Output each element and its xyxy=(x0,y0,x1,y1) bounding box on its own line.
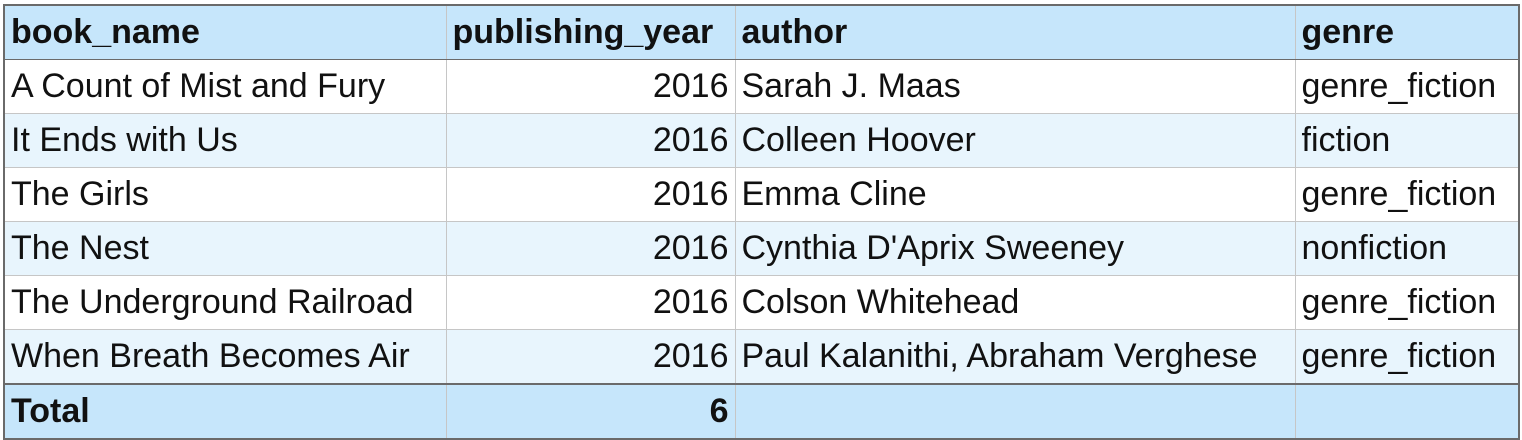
cell-publishing-year[interactable]: 2016 xyxy=(445,221,736,276)
table-row: The Nest 2016 Cynthia D'Aprix Sweeney no… xyxy=(3,221,1520,276)
cell-book-name[interactable]: The Girls xyxy=(3,167,447,222)
cell-genre[interactable]: genre_fiction xyxy=(1294,167,1520,222)
table-body: A Count of Mist and Fury 2016 Sarah J. M… xyxy=(3,59,1520,385)
cell-genre[interactable]: genre_fiction xyxy=(1294,59,1520,114)
cell-book-name[interactable]: A Count of Mist and Fury xyxy=(3,59,447,114)
cell-genre[interactable]: genre_fiction xyxy=(1294,275,1520,330)
cell-author[interactable]: Sarah J. Maas xyxy=(734,59,1296,114)
table-row: When Breath Becomes Air 2016 Paul Kalani… xyxy=(3,329,1520,385)
cell-genre[interactable]: genre_fiction xyxy=(1294,329,1520,385)
data-table-container: book_name publishing_year author genre A… xyxy=(3,4,1520,440)
cell-book-name[interactable]: The Underground Railroad xyxy=(3,275,447,330)
cell-book-name[interactable]: When Breath Becomes Air xyxy=(3,329,447,385)
header-row: book_name publishing_year author genre xyxy=(3,4,1520,60)
total-row: Total 6 xyxy=(3,383,1520,440)
books-table: book_name publishing_year author genre A… xyxy=(3,4,1520,440)
total-publishing-year: 6 xyxy=(445,383,736,440)
cell-author[interactable]: Emma Cline xyxy=(734,167,1296,222)
column-header-genre[interactable]: genre xyxy=(1294,4,1520,60)
cell-publishing-year[interactable]: 2016 xyxy=(445,59,736,114)
cell-book-name[interactable]: The Nest xyxy=(3,221,447,276)
cell-genre[interactable]: fiction xyxy=(1294,113,1520,168)
total-genre xyxy=(1294,383,1520,440)
table-row: A Count of Mist and Fury 2016 Sarah J. M… xyxy=(3,59,1520,114)
table-row: It Ends with Us 2016 Colleen Hoover fict… xyxy=(3,113,1520,168)
column-header-book-name[interactable]: book_name xyxy=(3,4,447,60)
cell-publishing-year[interactable]: 2016 xyxy=(445,167,736,222)
table-row: The Girls 2016 Emma Cline genre_fiction xyxy=(3,167,1520,222)
table-row: The Underground Railroad 2016 Colson Whi… xyxy=(3,275,1520,330)
column-header-publishing-year[interactable]: publishing_year xyxy=(445,4,736,60)
column-header-author[interactable]: author xyxy=(734,4,1296,60)
cell-publishing-year[interactable]: 2016 xyxy=(445,275,736,330)
table-header: book_name publishing_year author genre xyxy=(3,4,1520,60)
cell-author[interactable]: Colleen Hoover xyxy=(734,113,1296,168)
total-label: Total xyxy=(3,383,447,440)
cell-genre[interactable]: nonfiction xyxy=(1294,221,1520,276)
cell-publishing-year[interactable]: 2016 xyxy=(445,113,736,168)
cell-author[interactable]: Paul Kalanithi, Abraham Verghese xyxy=(734,329,1296,385)
cell-author[interactable]: Cynthia D'Aprix Sweeney xyxy=(734,221,1296,276)
cell-author[interactable]: Colson Whitehead xyxy=(734,275,1296,330)
cell-book-name[interactable]: It Ends with Us xyxy=(3,113,447,168)
total-author xyxy=(734,383,1296,440)
cell-publishing-year[interactable]: 2016 xyxy=(445,329,736,385)
table-footer: Total 6 xyxy=(3,383,1520,440)
